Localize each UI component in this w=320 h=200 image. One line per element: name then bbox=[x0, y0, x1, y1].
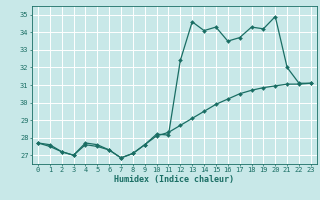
X-axis label: Humidex (Indice chaleur): Humidex (Indice chaleur) bbox=[115, 175, 234, 184]
